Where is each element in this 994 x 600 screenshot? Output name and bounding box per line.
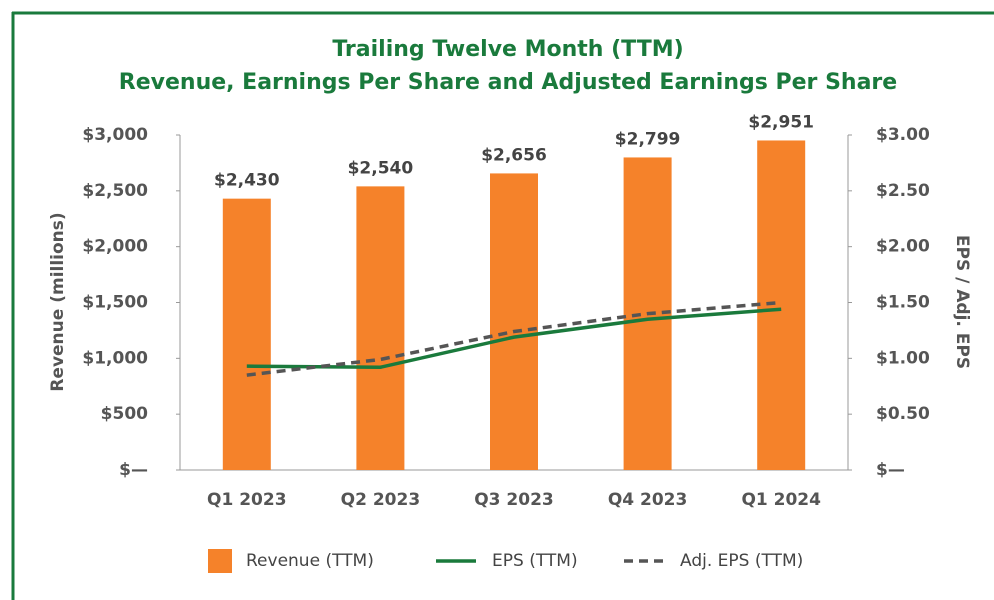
chart-title: Trailing Twelve Month (TTM)	[332, 37, 683, 62]
line	[246, 307, 782, 370]
legend-label: Adj. EPS (TTM)	[680, 551, 803, 571]
y-tick-label: $500	[101, 404, 148, 424]
y2-tick-label: $2.50	[876, 181, 930, 201]
bar	[222, 198, 271, 470]
y-axis-label: Revenue (millions)	[48, 212, 68, 391]
x-tick-label: Q4 2023	[608, 490, 688, 510]
y-tick-label: $2,500	[82, 181, 148, 201]
bar	[490, 173, 538, 470]
legend-swatch	[208, 549, 232, 573]
bar-value-label: $2,430	[214, 171, 280, 191]
y2-tick-label: $1.50	[876, 293, 930, 313]
y2-tick-label: $0.50	[876, 404, 930, 424]
y2-tick-label: $—	[876, 460, 905, 480]
bar	[757, 140, 806, 470]
y2-tick-label: $3.00	[876, 125, 930, 145]
x-tick-label: Q2 2023	[341, 490, 421, 510]
legend-label: Revenue (TTM)	[246, 551, 374, 571]
bar-value-label: $2,951	[748, 112, 814, 132]
x-tick-label: Q1 2023	[207, 490, 287, 510]
y-tick-label: $3,000	[82, 125, 148, 145]
y-tick-label: $1,000	[82, 348, 148, 368]
chart-title: Revenue, Earnings Per Share and Adjusted…	[119, 70, 897, 95]
y-tick-label: $1,500	[82, 293, 148, 313]
x-tick-label: Q1 2024	[741, 490, 821, 510]
y-tick-label: $2,000	[82, 237, 148, 257]
line	[246, 300, 782, 377]
y2-tick-label: $1.00	[876, 348, 930, 368]
y2-axis-label: EPS / Adj. EPS	[952, 235, 972, 369]
bar	[356, 186, 405, 470]
x-tick-label: Q3 2023	[474, 490, 554, 510]
y2-tick-label: $2.00	[876, 237, 930, 257]
bar-value-label: $2,540	[348, 158, 414, 178]
legend-label: EPS (TTM)	[492, 551, 578, 571]
bar-value-label: $2,799	[615, 129, 681, 149]
bar-value-label: $2,656	[481, 145, 547, 165]
y-tick-label: $—	[119, 460, 148, 480]
